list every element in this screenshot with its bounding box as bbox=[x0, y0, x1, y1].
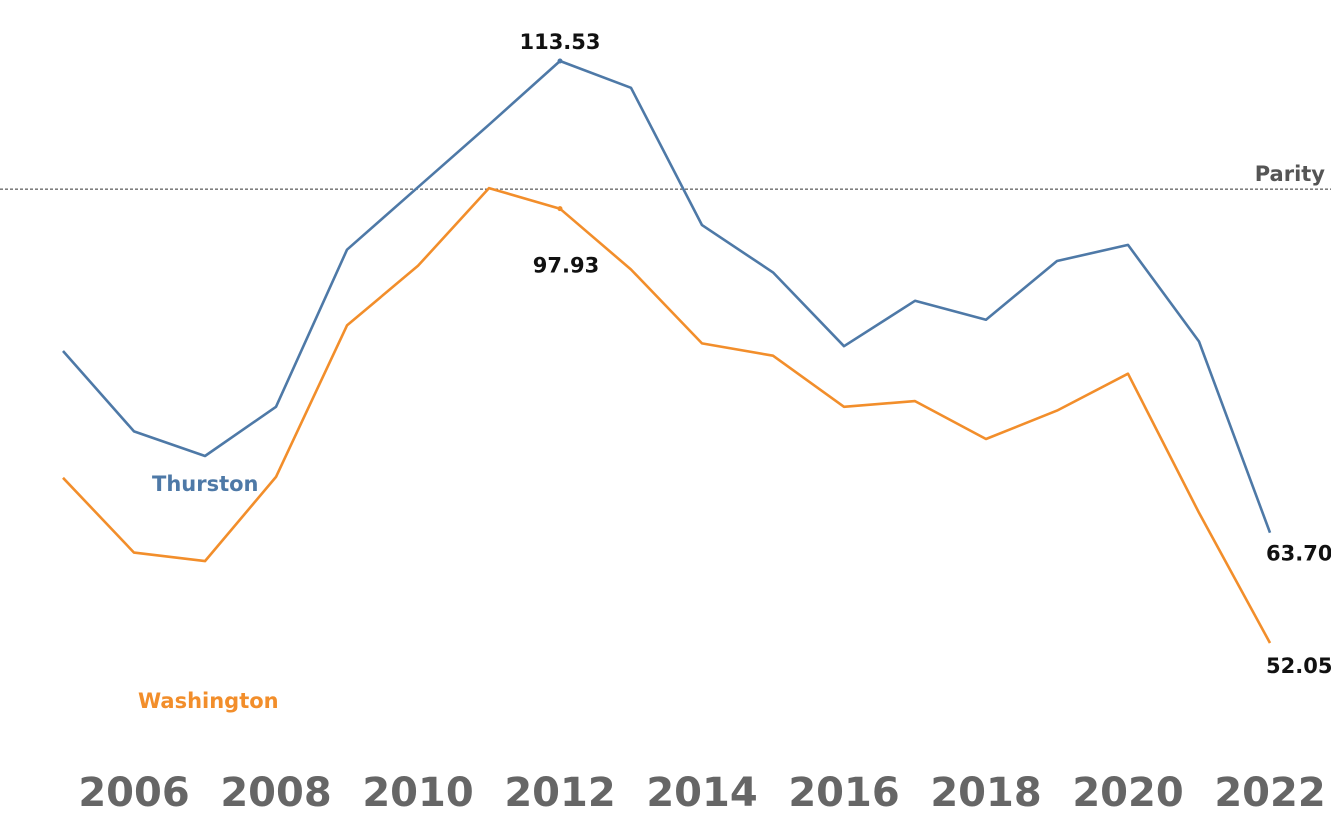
washington-series-label: Washington bbox=[138, 689, 279, 713]
x-tick-label-2006: 2006 bbox=[78, 770, 189, 816]
label-layer: Thurston Washington 113.53 97.93 63.70 52.05 bbox=[138, 30, 1331, 713]
x-tick-label-2012: 2012 bbox=[504, 770, 615, 816]
data-label-thurston-2022: 63.70 bbox=[1266, 542, 1331, 566]
washington-point-2012 bbox=[557, 206, 563, 212]
x-axis: 2006 2008 2010 2012 2014 2016 2018 2020 2022 bbox=[78, 770, 1325, 816]
thurston-point-2012 bbox=[557, 58, 563, 64]
x-tick-label-2010: 2010 bbox=[362, 770, 473, 816]
parity-label: Parity bbox=[1255, 162, 1326, 186]
data-label-washington-2012: 97.93 bbox=[533, 254, 599, 278]
x-tick-label-2022: 2022 bbox=[1214, 770, 1325, 816]
series-layer bbox=[62, 58, 1272, 644]
washington-line bbox=[62, 186, 1272, 644]
data-label-washington-2022: 52.05 bbox=[1266, 654, 1331, 678]
parity-reference: Parity bbox=[0, 162, 1331, 190]
x-tick-label-2018: 2018 bbox=[930, 770, 1041, 816]
x-tick-label-2020: 2020 bbox=[1072, 770, 1183, 816]
x-tick-label-2016: 2016 bbox=[788, 770, 899, 816]
thurston-line bbox=[62, 59, 1272, 534]
x-tick-label-2014: 2014 bbox=[646, 770, 757, 816]
thurston-series-label: Thurston bbox=[152, 472, 259, 496]
x-tick-label-2008: 2008 bbox=[220, 770, 331, 816]
data-label-thurston-2012: 113.53 bbox=[519, 30, 600, 54]
